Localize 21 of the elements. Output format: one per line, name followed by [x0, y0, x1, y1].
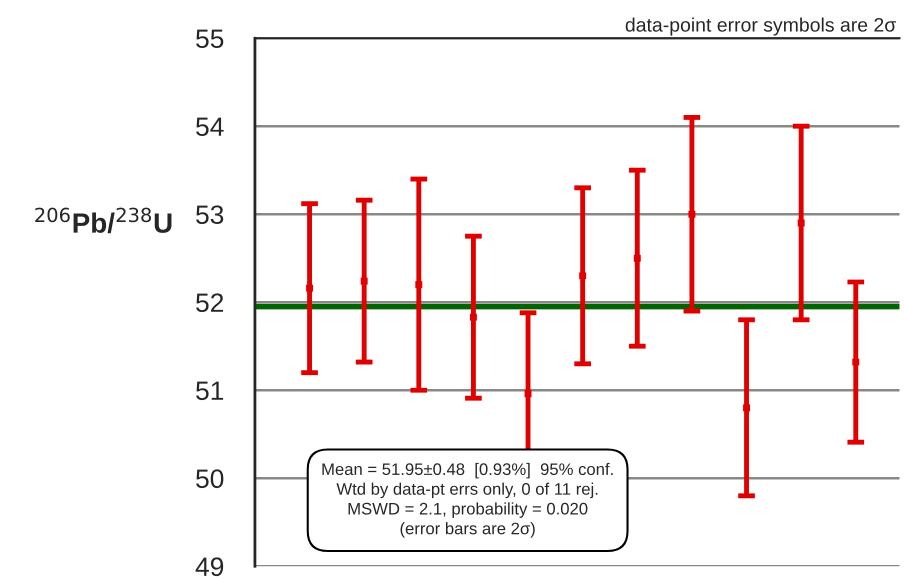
point: [579, 272, 586, 280]
point: [798, 220, 805, 227]
point: [634, 254, 641, 262]
y-tick-label: 54: [196, 118, 224, 136]
point: [360, 278, 368, 285]
point: [470, 314, 477, 321]
point: [852, 358, 860, 366]
y-tick-label: 55: [196, 30, 224, 48]
point: [743, 404, 750, 412]
text: data-point error symbols are 2σ: [626, 17, 896, 36]
y-tick-label: 50: [196, 469, 224, 488]
y-tick-label: 51: [196, 382, 224, 400]
y-tick-label: 49: [196, 557, 224, 576]
y-tick-label: 52: [196, 293, 224, 312]
point: [306, 284, 314, 292]
point: [524, 390, 532, 398]
point: [415, 281, 422, 288]
y-tick-label: 53: [196, 205, 224, 224]
annotation: Mean = 51.95±0.48 [0.93%] 95% conf. Wtd by data-pt errs only, 0 of 11 rej. MSWD = 2.1, probability = 0.020 (error bars are 2σ): [322, 462, 613, 538]
point: [688, 210, 696, 218]
y-axis-title: $^{206}$Pb/$^{238}$U: [35, 208, 172, 234]
